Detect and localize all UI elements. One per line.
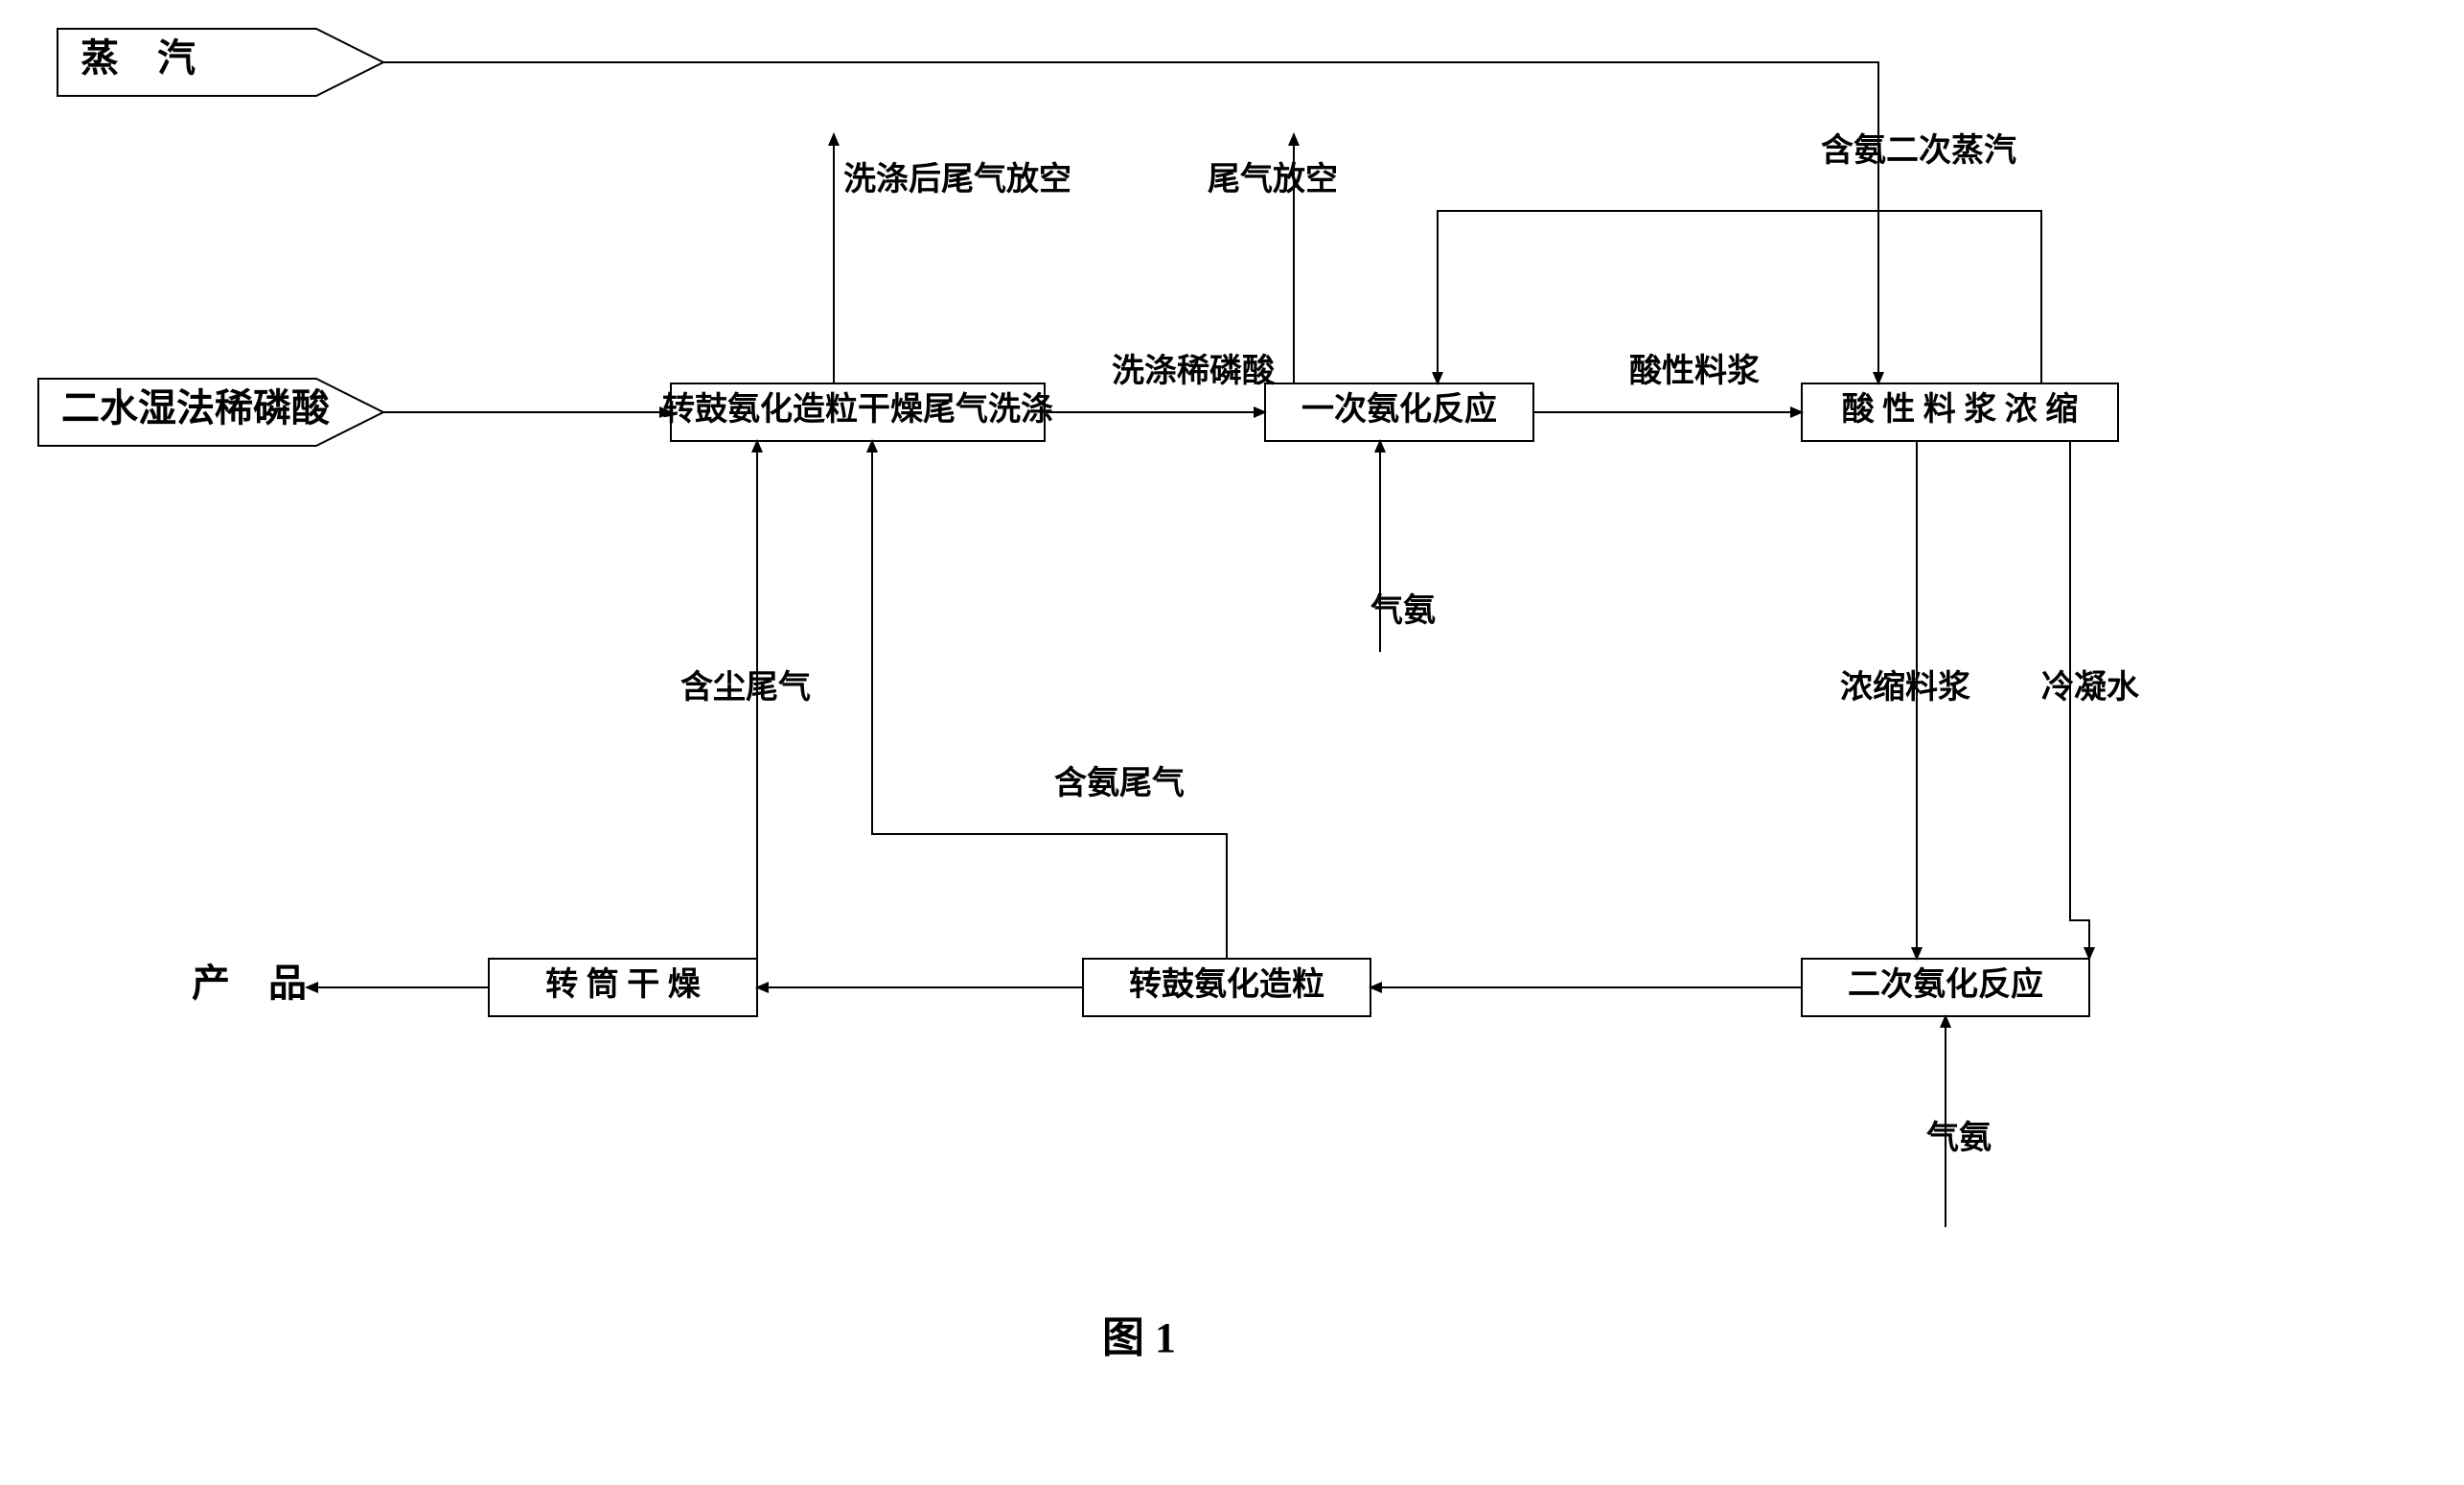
text-product: 产 品 — [192, 962, 307, 1005]
edge-label-e3: 含氨二次蒸汽 — [1821, 132, 2016, 169]
box-drum-label: 转 筒 干 燥 — [545, 966, 701, 1003]
flow-gran-nh3tail — [872, 441, 1227, 959]
box-amm2-label: 二次氨化反应 — [1848, 966, 2043, 1003]
box-gran-label: 转鼓氨化造粒 — [1129, 966, 1324, 1003]
edge-label-e2: 尾气放空 — [1208, 161, 1338, 197]
flow-steam-conc — [383, 62, 1878, 383]
text-caption: 图 1 — [1102, 1314, 1176, 1361]
edge-label-e9: 浓缩料浆 — [1840, 669, 1970, 706]
edge-label-e10: 冷凝水 — [2041, 669, 2140, 706]
edge-label-e1: 洗涤后尾气放空 — [843, 161, 1071, 197]
box-scrub-label: 转鼓氨化造粒干燥尾气洗涤 — [662, 391, 1053, 428]
edge-label-e8: 含氨尾气 — [1054, 765, 1185, 801]
edge-label-e7: 含尘尾气 — [680, 669, 811, 706]
box-conc-label: 酸 性 料 浆 浓 缩 — [1842, 391, 2079, 428]
flag-acid-label: 二水湿法稀磷酸 — [61, 386, 331, 429]
edge-label-e11: 气氨 — [1925, 1120, 1992, 1156]
edge-label-e6: 气氨 — [1370, 592, 1436, 629]
box-amm1-label: 一次氨化反应 — [1301, 391, 1497, 428]
flag-steam-label: 蒸 汽 — [81, 36, 196, 80]
edge-label-e4: 洗涤稀磷酸 — [1112, 353, 1276, 389]
edge-label-e5: 酸性料浆 — [1629, 353, 1760, 389]
